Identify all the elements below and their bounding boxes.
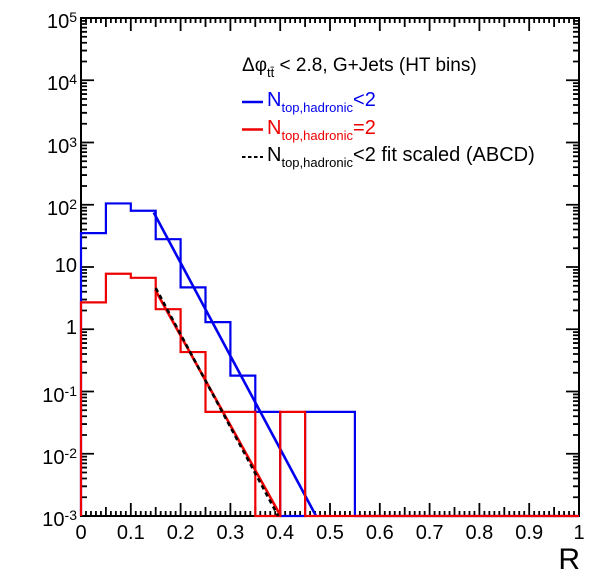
legend-header: Δφtt̄ < 2.8, G+Jets (HT bins) — [242, 55, 477, 80]
red-histogram — [79, 272, 579, 518]
x-tick-label: 0.2 — [166, 522, 195, 544]
y-tick-label: 102 — [46, 195, 77, 220]
x-tick-label: 1 — [573, 522, 585, 544]
y-tick-label: 10-1 — [42, 382, 77, 407]
y-tick-label: 10 — [54, 255, 77, 277]
y-tick-label: 10-2 — [42, 444, 77, 469]
x-tick-label: 0.4 — [266, 522, 295, 544]
x-tick-label: 0.6 — [365, 522, 394, 544]
legend-entry-label: Ntop,hadronic=2 — [267, 116, 376, 143]
y-tick-label: 103 — [46, 133, 77, 158]
blue-fit-line — [152, 211, 318, 517]
x-tick-label: 0.9 — [515, 522, 544, 544]
y-tick-label: 105 — [46, 9, 77, 33]
abcd-scaled-fit-dashed-line — [154, 287, 280, 517]
y-tick-label: 104 — [46, 71, 77, 96]
x-tick-label: 0.3 — [216, 522, 245, 544]
x-tick-label: 0.7 — [415, 522, 444, 544]
y-tick-label: 10-3 — [42, 507, 77, 531]
y-tick-label: 1 — [65, 317, 77, 340]
x-tick-label: 0.1 — [116, 522, 145, 544]
x-tick-label: 0 — [75, 522, 87, 544]
x-axis-title: R — [558, 543, 580, 576]
x-tick-label: 0.8 — [465, 522, 494, 544]
x-tick-label: 0.5 — [316, 522, 344, 544]
legend-entry-label: Ntop,hadronic<2 — [267, 89, 376, 115]
legend-entry-label: Ntop,hadronic<2 fit scaled (ABCD) — [267, 144, 535, 170]
